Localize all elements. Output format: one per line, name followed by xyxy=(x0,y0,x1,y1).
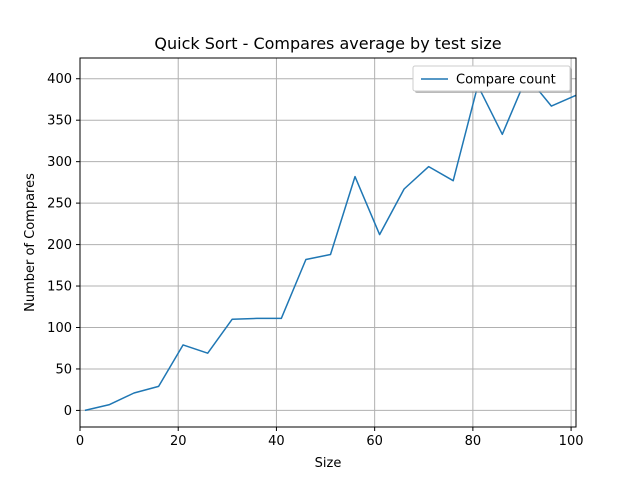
y-tick-label: 50 xyxy=(55,362,72,377)
x-tick-label: 0 xyxy=(76,434,84,449)
grid xyxy=(79,58,576,427)
y-tick-label: 350 xyxy=(47,114,72,129)
x-tick-label: 80 xyxy=(465,434,482,449)
plot-frame xyxy=(79,57,577,428)
y-tick-label: 0 xyxy=(64,404,72,419)
x-tick-label: 20 xyxy=(170,434,187,449)
x-axis-ticks: 0 20 40 60 80 100 xyxy=(76,427,584,449)
y-tick-label: 250 xyxy=(47,197,72,212)
y-tick-label: 300 xyxy=(47,155,72,170)
y-tick-label: 100 xyxy=(47,321,72,336)
x-tick-label: 40 xyxy=(268,434,285,449)
legend-label: Compare count xyxy=(456,73,556,88)
x-tick-label: 60 xyxy=(366,434,383,449)
y-axis-ticks: 0 50 100 150 200 250 300 350 400 xyxy=(47,72,80,419)
x-axis-title: Size xyxy=(315,456,342,471)
y-tick-label: 400 xyxy=(47,72,72,87)
x-tick-label: 100 xyxy=(559,434,584,449)
legend-box xyxy=(412,65,571,92)
legend: Compare count xyxy=(412,65,572,93)
y-tick-label: 200 xyxy=(47,238,72,253)
series-line xyxy=(84,75,576,412)
y-axis-title: Number of Compares xyxy=(23,173,38,312)
chart-title: Quick Sort - Compares average by test si… xyxy=(154,34,501,53)
y-tick-label: 150 xyxy=(47,280,72,295)
